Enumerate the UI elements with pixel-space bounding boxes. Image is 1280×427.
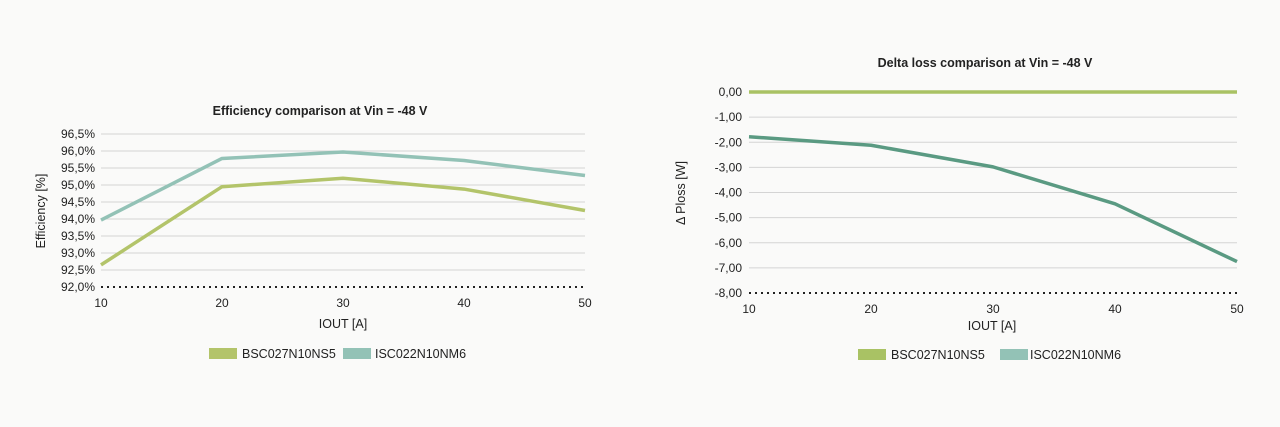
delta-loss-y-tick-label: -8,00 xyxy=(715,286,743,300)
efficiency-x-tick-label: 20 xyxy=(215,296,229,310)
efficiency-y-ticks: 92,0% 92,5% 93,0% 93,5% 94,0% 94,5% 95,0% 95,5%… xyxy=(61,127,95,294)
delta-loss-x-tick-label: 30 xyxy=(986,302,1000,316)
delta-loss-x-tick-label: 50 xyxy=(1230,302,1244,316)
efficiency-gridlines xyxy=(101,133,585,288)
delta-loss-y-tick-label: -4,00 xyxy=(715,186,743,200)
delta-loss-legend: BSC027N10NS5 ISC022N10NM6 xyxy=(858,348,1121,362)
efficiency-x-ticks: 10 20 30 40 50 xyxy=(94,296,592,310)
legend-swatch-isc xyxy=(343,348,371,359)
legend-swatch-bsc xyxy=(209,348,237,359)
delta-loss-series-lines xyxy=(748,90,1238,264)
delta-loss-y-tick-label: -7,00 xyxy=(715,261,743,275)
efficiency-x-tick-label: 40 xyxy=(457,296,471,310)
efficiency-chart-title: Efficiency comparison at Vin = -48 V xyxy=(213,104,428,118)
efficiency-y-tick-label: 92,0% xyxy=(61,280,95,294)
delta-loss-x-tick-label: 40 xyxy=(1108,302,1122,316)
efficiency-y-tick-label: 95,5% xyxy=(61,161,95,175)
delta-loss-y-tick-label: -1,00 xyxy=(715,110,743,124)
efficiency-legend: BSC027N10NS5 ISC022N10NM6 xyxy=(209,347,466,361)
efficiency-x-axis-label: IOUT [A] xyxy=(319,317,367,331)
delta-loss-y-ticks: 0,00 -1,00 -2,00 -3,00 -4,00 -5,00 -6,00 -7,00 -… xyxy=(715,85,743,300)
efficiency-series-isc-line xyxy=(100,150,586,222)
efficiency-chart: Efficiency comparison at Vin = -48 V 92,… xyxy=(34,104,592,361)
efficiency-y-tick-label: 93,0% xyxy=(61,246,95,260)
delta-loss-series-isc-line xyxy=(748,134,1238,264)
efficiency-x-tick-label: 10 xyxy=(94,296,108,310)
efficiency-y-tick-label: 94,0% xyxy=(61,212,95,226)
efficiency-x-tick-label: 30 xyxy=(336,296,350,310)
delta-loss-x-ticks: 10 20 30 40 50 xyxy=(742,302,1244,316)
efficiency-y-tick-label: 96,5% xyxy=(61,127,95,141)
efficiency-y-axis-label: Efficiency [%] xyxy=(34,174,48,249)
delta-loss-y-tick-label: -5,00 xyxy=(715,211,743,225)
efficiency-y-tick-label: 95,0% xyxy=(61,178,95,192)
efficiency-series-bsc-line xyxy=(100,176,586,267)
delta-loss-y-tick-label: -3,00 xyxy=(715,160,743,174)
legend-label-bsc: BSC027N10NS5 xyxy=(242,347,336,361)
legend-swatch-isc xyxy=(1000,349,1028,360)
efficiency-series-lines xyxy=(100,150,586,267)
efficiency-y-tick-label: 94,5% xyxy=(61,195,95,209)
efficiency-y-tick-label: 92,5% xyxy=(61,263,95,277)
delta-loss-y-tick-label: 0,00 xyxy=(719,85,743,99)
legend-label-isc: ISC022N10NM6 xyxy=(1030,348,1121,362)
delta-loss-x-tick-label: 10 xyxy=(742,302,756,316)
delta-loss-x-axis-label: IOUT [A] xyxy=(968,319,1016,333)
legend-label-bsc: BSC027N10NS5 xyxy=(891,348,985,362)
efficiency-y-tick-label: 93,5% xyxy=(61,229,95,243)
efficiency-y-tick-label: 96,0% xyxy=(61,144,95,158)
legend-swatch-bsc xyxy=(858,349,886,360)
delta-loss-y-tick-label: -2,00 xyxy=(715,135,743,149)
delta-loss-chart: Delta loss comparison at Vin = -48 V 0,0… xyxy=(674,56,1244,362)
delta-loss-gridlines xyxy=(749,91,1237,294)
legend-label-isc: ISC022N10NM6 xyxy=(375,347,466,361)
delta-loss-chart-title: Delta loss comparison at Vin = -48 V xyxy=(878,56,1093,70)
delta-loss-y-axis-label: Δ Ploss [W] xyxy=(674,161,688,225)
delta-loss-x-tick-label: 20 xyxy=(864,302,878,316)
delta-loss-y-tick-label: -6,00 xyxy=(715,236,743,250)
efficiency-x-tick-label: 50 xyxy=(578,296,592,310)
